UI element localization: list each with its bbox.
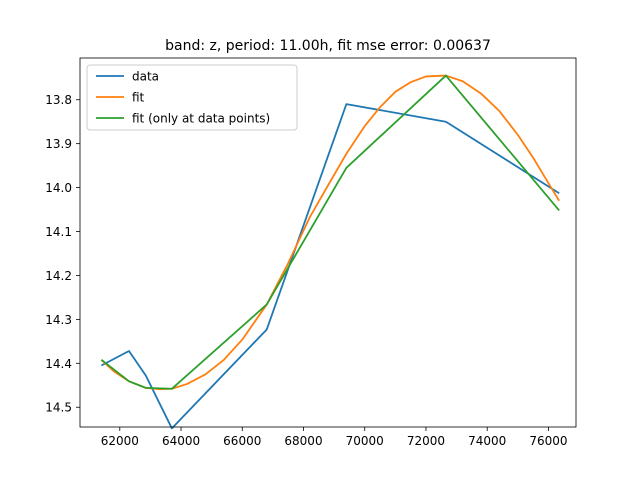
- y-tick-label: 14.5: [45, 401, 72, 415]
- chart-title: band: z, period: 11.00h, fit mse error: …: [165, 38, 491, 54]
- x-tick-label: 62000: [101, 434, 139, 448]
- y-tick-label: 13.8: [45, 93, 72, 107]
- x-tick-label: 66000: [223, 434, 261, 448]
- series-line-0: [101, 103, 560, 430]
- legend-label-fit: fit: [132, 91, 145, 105]
- x-tick-label: 76000: [529, 434, 567, 448]
- legend: data fit fit (only at data points): [86, 64, 298, 131]
- x-axis: 62000 64000 66000 68000 70000 72000 74000 76000: [101, 427, 568, 448]
- x-tick-label: 70000: [346, 434, 384, 448]
- y-axis: 13.8 13.9 14.0 14.1 14.2 14.3 14.4 14.5: [45, 93, 80, 415]
- y-tick-label: 14.1: [45, 225, 72, 239]
- series-line-2: [100, 74, 560, 390]
- legend-label-fit-at-data-points: fit (only at data points): [132, 112, 270, 126]
- x-tick-label: 68000: [284, 434, 322, 448]
- x-tick-label: 72000: [407, 434, 445, 448]
- y-tick-label: 13.9: [45, 137, 72, 151]
- y-tick-label: 14.0: [45, 181, 72, 195]
- y-tick-label: 14.3: [45, 313, 72, 327]
- legend-box: [86, 64, 298, 131]
- legend-label-data: data: [132, 70, 159, 84]
- y-tick-label: 14.2: [45, 269, 72, 283]
- plot-frame: [79, 57, 577, 428]
- series-layer: [100, 74, 560, 430]
- y-tick-label: 14.4: [45, 357, 72, 371]
- x-tick-label: 64000: [162, 434, 200, 448]
- x-tick-label: 74000: [468, 434, 506, 448]
